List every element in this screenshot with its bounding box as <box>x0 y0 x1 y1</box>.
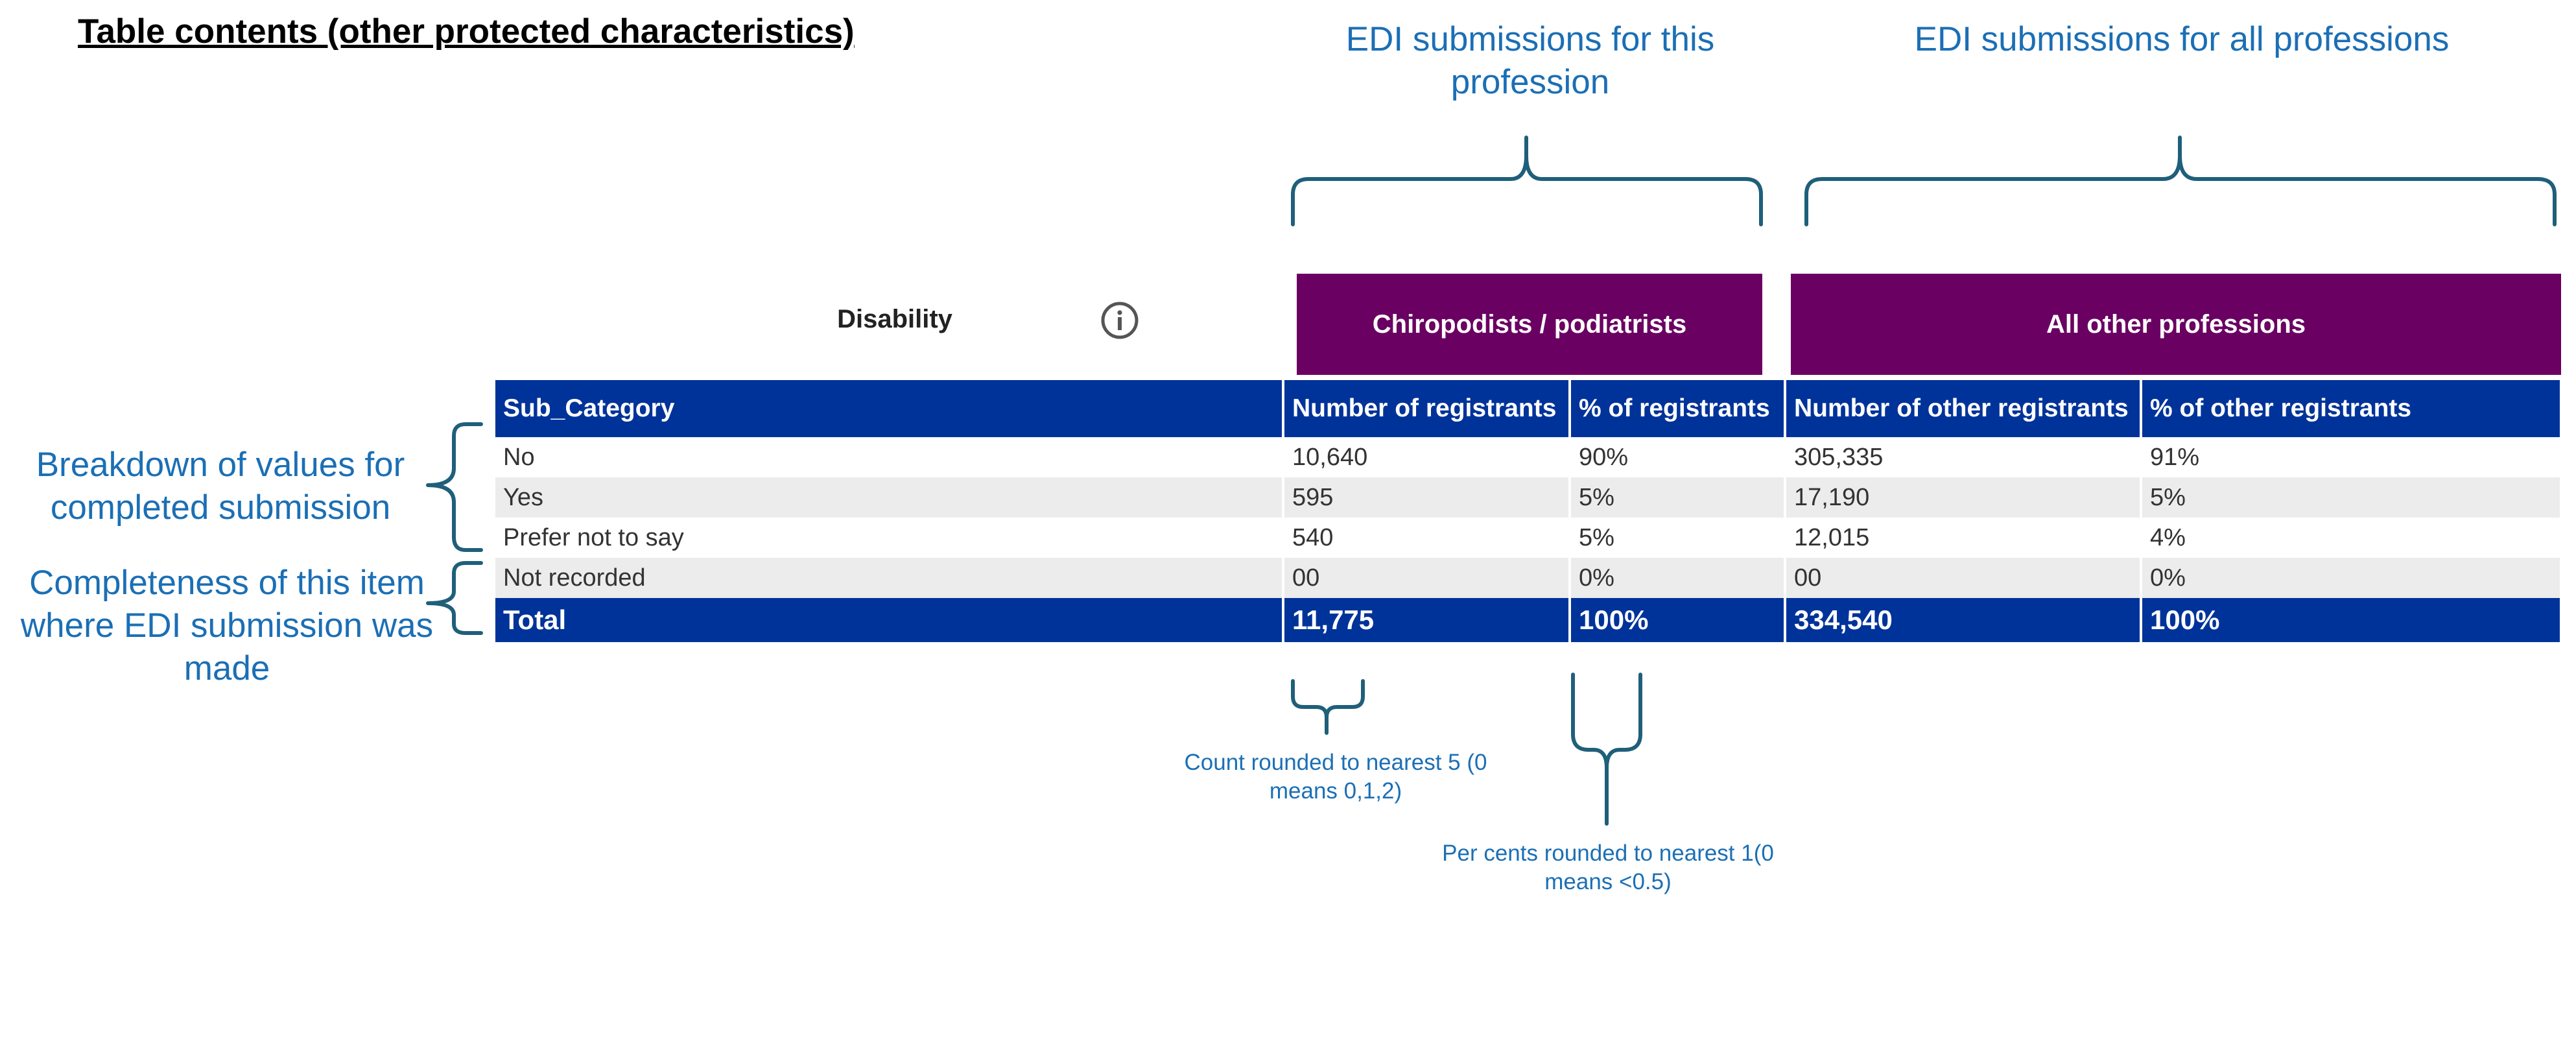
annotation-this-profession: EDI submissions for this profession <box>1345 20 1715 101</box>
brace-top-all-professions <box>1804 136 2557 226</box>
annotation-percent-rounding: Per cents rounded to nearest 1(0 means <… <box>1442 841 1774 894</box>
annotation-all-professions: EDI submissions for all professions <box>1914 20 2450 58</box>
table-cell: 17,190 <box>1785 477 2142 518</box>
total-cell: 100% <box>1570 598 1786 642</box>
table-cell: 0% <box>1570 558 1786 598</box>
annotation-count-rounding: Count rounded to nearest 5 (0 means 0,1,… <box>1184 750 1487 804</box>
table-cell: 0% <box>2141 558 2562 598</box>
column-header-number-other-registrants[interactable]: Number of other registrants <box>1785 380 2142 437</box>
table-row: No 10,640 90% 305,335 91% <box>495 437 2562 477</box>
data-table: Sub_Category Number of registrants % of … <box>495 380 2562 642</box>
table-cell: 540 <box>1283 518 1571 558</box>
table-cell: 00 <box>1785 558 2142 598</box>
table-cell: 5% <box>1570 518 1786 558</box>
info-icon[interactable] <box>1100 300 1140 344</box>
table-cell: 10,640 <box>1283 437 1571 477</box>
column-header-percent-registrants[interactable]: % of registrants <box>1570 380 1786 437</box>
table-row: Prefer not to say 540 5% 12,015 4% <box>495 518 2562 558</box>
table-cell: No <box>495 437 1284 477</box>
table-cell: 595 <box>1283 477 1571 518</box>
table-cell: 12,015 <box>1785 518 2142 558</box>
column-header-percent-other-registrants[interactable]: % of other registrants <box>2141 380 2562 437</box>
table-cell: 5% <box>2141 477 2562 518</box>
page-title: Table contents (other protected characte… <box>78 12 855 51</box>
table-row: Not recorded 00 0% 00 0% <box>495 558 2562 598</box>
brace-bottom-count <box>1291 679 1365 735</box>
annotation-completeness: Completeness of this item where EDI subm… <box>20 564 434 688</box>
table-cell: 305,335 <box>1785 437 2142 477</box>
brace-left-completeness <box>426 561 483 635</box>
total-cell: 11,775 <box>1283 598 1571 642</box>
total-cell: Total <box>495 598 1284 642</box>
table-cell: Prefer not to say <box>495 518 1284 558</box>
table-cell: 00 <box>1283 558 1571 598</box>
table-cell: 90% <box>1570 437 1786 477</box>
table-header-row: Sub_Category Number of registrants % of … <box>495 380 2562 437</box>
brace-left-breakdown <box>426 422 483 552</box>
filter-label-disability: Disability <box>837 305 952 333</box>
annotation-breakdown: Breakdown of values for completed submis… <box>36 446 405 527</box>
total-cell: 100% <box>2141 598 2562 642</box>
table-cell: Not recorded <box>495 558 1284 598</box>
header-this-profession: Chiropodists / podiatrists <box>1297 274 1762 375</box>
table-cell: Yes <box>495 477 1284 518</box>
table-cell: 5% <box>1570 477 1786 518</box>
header-other-professions: All other professions <box>1791 274 2561 375</box>
table-cell: 91% <box>2141 437 2562 477</box>
column-header-number-registrants[interactable]: Number of registrants <box>1283 380 1571 437</box>
total-cell: 334,540 <box>1785 598 2142 642</box>
table-row: Yes 595 5% 17,190 5% <box>495 477 2562 518</box>
table-cell: 4% <box>2141 518 2562 558</box>
brace-top-this-profession <box>1291 136 1763 226</box>
column-header-sub-category[interactable]: Sub_Category <box>495 380 1284 437</box>
brace-bottom-percent <box>1571 673 1642 826</box>
table-total-row: Total 11,775 100% 334,540 100% <box>495 598 2562 642</box>
